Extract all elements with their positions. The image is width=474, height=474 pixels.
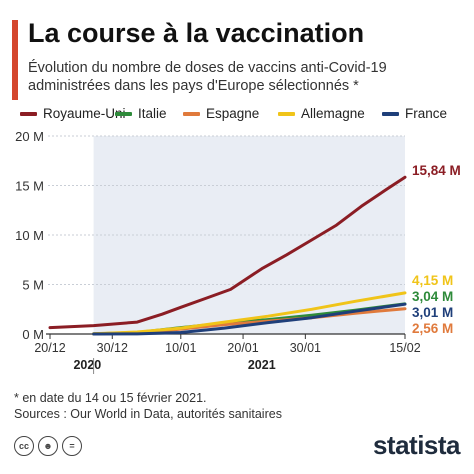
end-value-label: 15,84 M	[412, 163, 461, 178]
chart-title: La course à la vaccination	[28, 18, 365, 48]
y-tick-label: 0 M	[22, 327, 44, 342]
legend-item-allemagne: Allemagne	[278, 106, 365, 121]
end-value-label: 3,04 M	[412, 289, 453, 304]
series-line-allemagne	[92, 291, 407, 336]
footnote: * en date du 14 ou 15 février 2021.	[14, 391, 207, 405]
y-tick-label: 20 M	[15, 129, 44, 144]
legend-item-france: France	[382, 106, 447, 121]
legend-swatch	[20, 111, 37, 116]
x-year-label: 2020	[73, 358, 101, 372]
x-tick-label: 20/12	[34, 341, 65, 355]
legend-label: Allemagne	[301, 106, 365, 121]
legend-swatch	[382, 111, 399, 116]
creative-commons-icon: cc	[14, 436, 34, 456]
x-tick-label: 10/01	[165, 341, 196, 355]
legend-label: Italie	[138, 106, 167, 121]
legend-item-espagne: Espagne	[183, 106, 259, 121]
x-tick-label: 15/02	[389, 341, 420, 355]
series-line-royaume-uni	[48, 175, 407, 330]
sources-note: Sources : Our World in Data, autorités s…	[14, 407, 282, 421]
series-line-france	[92, 302, 407, 336]
x-tick-label: 30/12	[97, 341, 128, 355]
end-value-label: 2,56 M	[412, 321, 453, 336]
end-value-label: 3,01 M	[412, 305, 453, 320]
no-derivatives-icon: =	[62, 436, 82, 456]
chart-legend: Royaume-Uni Italie Espagne Allemagne France	[20, 106, 465, 126]
attribution-icon: ☻	[38, 436, 58, 456]
title-accent-bar	[12, 20, 18, 100]
legend-label: France	[405, 106, 448, 121]
legend-label: Royaume-Uni	[43, 106, 126, 121]
legend-swatch	[183, 111, 200, 116]
legend-swatch	[278, 111, 295, 116]
license-icons: cc ☻ =	[14, 436, 82, 456]
y-tick-label: 10 M	[15, 228, 44, 243]
legend-item-italie: Italie	[115, 106, 167, 121]
legend-item-royaume-uni: Royaume-Uni	[20, 106, 126, 121]
x-year-label: 2021	[248, 358, 276, 372]
x-tick-label: 30/01	[290, 341, 321, 355]
y-tick-label: 5 M	[22, 278, 44, 293]
y-tick-label: 15 M	[15, 179, 44, 194]
end-value-label: 4,15 M	[412, 273, 453, 288]
x-tick-label: 20/01	[227, 341, 258, 355]
legend-label: Espagne	[206, 106, 260, 121]
legend-swatch	[115, 111, 132, 116]
statista-logo: statista	[372, 430, 461, 460]
chart-subtitle: Évolution du nombre de doses de vaccins …	[28, 60, 387, 94]
line-chart: 0 M 5 M 10 M 15 M 20 M 20/12 30/12 10/01 20/01 30…	[15, 129, 461, 374]
